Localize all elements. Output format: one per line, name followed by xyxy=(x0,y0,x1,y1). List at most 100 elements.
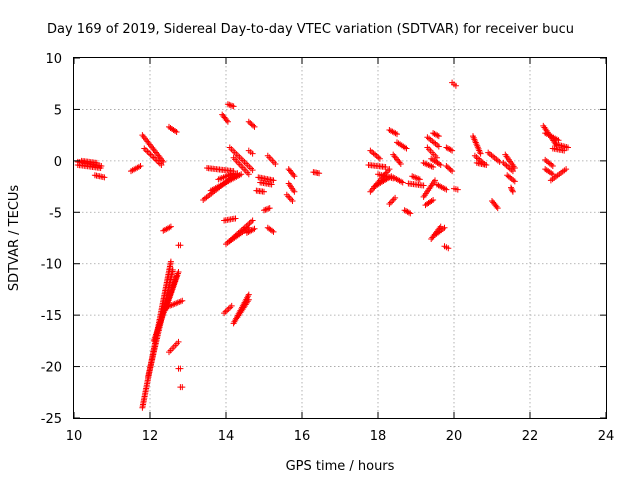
data-point xyxy=(407,210,414,217)
data-point xyxy=(147,151,154,158)
data-point xyxy=(270,177,277,184)
x-tick-label: 22 xyxy=(522,429,539,444)
data-point xyxy=(227,102,234,109)
data-point xyxy=(373,153,380,160)
data-point xyxy=(263,206,270,213)
data-point xyxy=(269,227,276,234)
data-point xyxy=(446,165,453,172)
data-points xyxy=(74,79,571,411)
data-point xyxy=(503,162,510,169)
data-point xyxy=(175,338,182,345)
x-tick-label: 12 xyxy=(142,429,159,444)
data-point xyxy=(372,151,379,158)
data-point xyxy=(430,164,437,171)
plot-frame xyxy=(73,57,607,419)
data-point xyxy=(288,196,295,203)
data-point xyxy=(245,296,252,303)
y-tick-label: -5 xyxy=(49,206,62,221)
data-point xyxy=(97,165,104,172)
data-point xyxy=(245,118,252,125)
y-tick-label: -10 xyxy=(41,258,62,273)
data-point xyxy=(244,221,251,228)
data-point xyxy=(250,122,257,129)
data-point xyxy=(449,168,456,175)
data-point xyxy=(437,161,444,168)
data-point xyxy=(248,121,255,128)
data-point xyxy=(435,133,442,140)
data-point xyxy=(493,203,500,210)
data-point xyxy=(368,148,375,155)
y-tick-label: -20 xyxy=(41,361,62,376)
data-point xyxy=(563,166,570,173)
data-point xyxy=(247,120,254,127)
y-tick-label: 10 xyxy=(45,52,62,67)
data-point xyxy=(246,220,253,227)
data-point xyxy=(549,163,556,169)
data-point xyxy=(420,182,427,189)
data-point xyxy=(232,215,239,222)
data-point xyxy=(397,160,404,167)
y-tick-label: -25 xyxy=(41,412,62,427)
data-point xyxy=(160,158,167,165)
data-point xyxy=(93,159,100,166)
data-point xyxy=(403,145,410,152)
data-point xyxy=(230,170,237,177)
data-point xyxy=(158,161,165,168)
x-tick-label: 20 xyxy=(446,429,463,444)
data-point xyxy=(561,147,568,154)
data-point xyxy=(225,305,232,312)
data-point xyxy=(289,197,296,204)
data-point xyxy=(500,159,507,166)
x-tick-label: 16 xyxy=(294,429,311,444)
y-tick-label: -15 xyxy=(41,309,62,324)
data-point xyxy=(444,164,451,171)
data-point xyxy=(443,186,450,193)
data-point xyxy=(230,103,237,110)
data-point xyxy=(416,176,423,183)
data-point xyxy=(283,191,290,198)
data-point xyxy=(387,199,394,206)
x-axis-label: GPS time / hours xyxy=(286,459,395,474)
y-tick-label: 5 xyxy=(54,103,62,118)
data-point xyxy=(290,171,297,178)
data-point xyxy=(452,82,459,89)
data-point xyxy=(249,167,256,174)
data-point xyxy=(224,307,231,314)
data-point xyxy=(268,181,275,188)
chart-title: Day 169 of 2019, Sidereal Day-to-day VTE… xyxy=(47,22,574,37)
data-point xyxy=(432,177,438,184)
data-point xyxy=(286,194,293,201)
data-point xyxy=(390,196,397,203)
data-point xyxy=(167,223,174,230)
data-point xyxy=(447,146,454,153)
data-point xyxy=(266,205,273,212)
data-point xyxy=(141,145,148,152)
data-point xyxy=(405,209,412,216)
data-point xyxy=(392,194,399,201)
data-point xyxy=(245,291,252,298)
data-point xyxy=(101,174,108,181)
data-point xyxy=(565,144,571,151)
data-point xyxy=(248,218,255,225)
data-point xyxy=(175,268,182,275)
data-point xyxy=(285,193,292,200)
data-point xyxy=(509,188,516,195)
data-point xyxy=(227,304,234,311)
data-point xyxy=(370,150,377,157)
data-point xyxy=(404,208,411,215)
data-point xyxy=(511,178,518,185)
data-point xyxy=(382,164,389,171)
data-point xyxy=(386,166,393,173)
data-point xyxy=(508,184,514,191)
data-point xyxy=(251,123,258,130)
data-point xyxy=(443,163,450,169)
data-point xyxy=(223,117,230,124)
x-tick-label: 10 xyxy=(66,429,83,444)
data-point xyxy=(229,102,236,109)
data-point xyxy=(375,154,382,161)
data-point xyxy=(501,161,508,168)
data-point xyxy=(167,258,174,265)
data-point xyxy=(224,101,231,108)
data-point xyxy=(245,171,252,178)
